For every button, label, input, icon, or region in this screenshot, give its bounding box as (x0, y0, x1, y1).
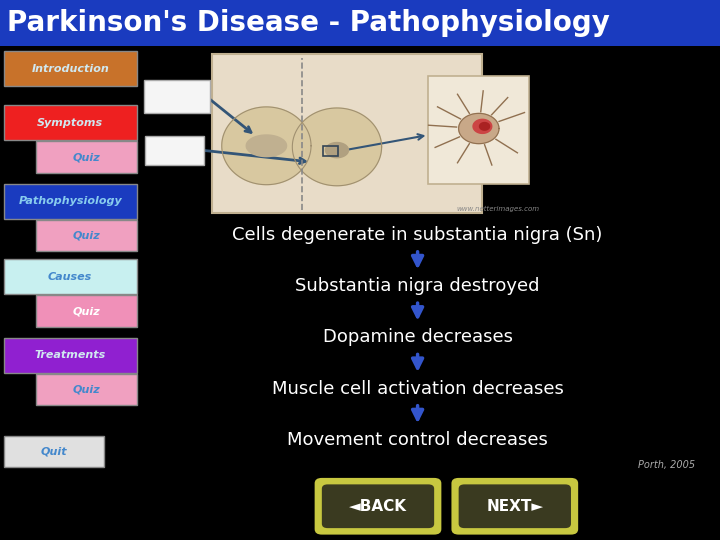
Text: Quiz: Quiz (73, 231, 100, 240)
FancyBboxPatch shape (315, 478, 441, 535)
Text: Porth, 2005: Porth, 2005 (638, 461, 695, 470)
FancyBboxPatch shape (4, 436, 104, 467)
FancyBboxPatch shape (4, 105, 137, 140)
Text: Causes: Causes (48, 272, 92, 282)
Polygon shape (473, 119, 492, 133)
Text: Symptoms: Symptoms (37, 118, 103, 128)
Polygon shape (246, 135, 287, 157)
FancyBboxPatch shape (451, 478, 578, 535)
Text: Quit: Quit (41, 447, 67, 456)
FancyBboxPatch shape (4, 184, 137, 219)
Text: Parkinson's Disease - Pathophysiology: Parkinson's Disease - Pathophysiology (7, 9, 610, 37)
FancyBboxPatch shape (459, 484, 571, 528)
FancyBboxPatch shape (36, 141, 137, 173)
FancyBboxPatch shape (212, 54, 482, 213)
Text: Muscle cell activation decreases: Muscle cell activation decreases (271, 380, 564, 398)
Polygon shape (459, 113, 499, 144)
Text: Introduction: Introduction (32, 64, 109, 74)
FancyBboxPatch shape (0, 0, 720, 46)
FancyBboxPatch shape (4, 259, 137, 294)
FancyBboxPatch shape (428, 76, 529, 184)
Text: PD Sn: PD Sn (160, 145, 190, 155)
Text: Quiz: Quiz (73, 152, 100, 162)
Text: Movement control decreases: Movement control decreases (287, 431, 548, 449)
Bar (323, 146, 338, 156)
FancyBboxPatch shape (145, 136, 204, 165)
FancyBboxPatch shape (4, 51, 137, 86)
FancyBboxPatch shape (4, 338, 137, 373)
Text: Substantia nigra destroyed: Substantia nigra destroyed (295, 277, 540, 295)
Text: Healthy
Sn: Healthy Sn (157, 86, 197, 107)
FancyBboxPatch shape (322, 484, 434, 528)
Polygon shape (480, 123, 490, 130)
Polygon shape (292, 108, 382, 186)
Polygon shape (222, 107, 311, 185)
FancyBboxPatch shape (36, 374, 137, 405)
Text: Quiz: Quiz (73, 306, 100, 316)
Text: Cells degenerate in substantia nigra (Sn): Cells degenerate in substantia nigra (Sn… (233, 226, 603, 244)
FancyBboxPatch shape (144, 80, 210, 113)
Text: Quiz: Quiz (73, 384, 100, 394)
Text: Treatments: Treatments (35, 350, 106, 360)
FancyBboxPatch shape (36, 295, 137, 327)
Text: Pathophysiology: Pathophysiology (18, 196, 122, 206)
Text: www.netterimages.com: www.netterimages.com (457, 206, 540, 212)
Text: ◄BACK: ◄BACK (349, 499, 407, 514)
Text: NEXT►: NEXT► (486, 499, 544, 514)
FancyBboxPatch shape (36, 220, 137, 251)
Text: Dopamine decreases: Dopamine decreases (323, 328, 513, 347)
Polygon shape (325, 143, 348, 158)
